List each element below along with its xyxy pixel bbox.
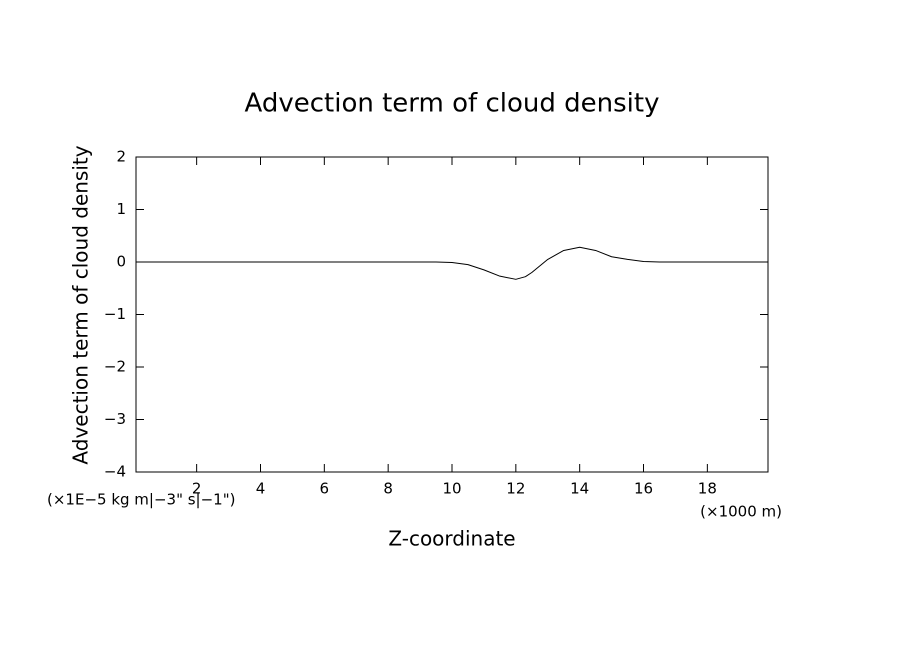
y-tick-label: −2 (104, 358, 126, 376)
y-tick-label: 0 (116, 253, 126, 271)
data-line (136, 246, 768, 280)
x-tick-label: 12 (506, 480, 525, 498)
y-tick-label: 1 (116, 200, 126, 218)
y-tick-label: −4 (104, 463, 126, 481)
x-axis-title: Z-coordinate (388, 527, 515, 551)
x-tick-label: 4 (256, 480, 266, 498)
y-unit: (×1E−5 kg m|−3" s|−1") (47, 491, 235, 509)
x-unit: (×1000 m) (700, 503, 782, 521)
plot-frame (135, 156, 769, 473)
x-tick-label: 14 (570, 480, 589, 498)
x-tick-label: 6 (320, 480, 330, 498)
x-tick-label: 16 (634, 480, 653, 498)
x-tick-label: 8 (383, 480, 393, 498)
x-tick-label: 18 (698, 480, 717, 498)
x-tick-label: 2 (192, 480, 202, 498)
y-tick-label: −1 (104, 305, 126, 323)
x-tick-label: 10 (442, 480, 461, 498)
y-tick-label: −3 (104, 410, 126, 428)
y-axis-title: Advection term of cloud density (69, 145, 93, 464)
y-tick-label: 2 (116, 148, 126, 166)
chart-title: Advection term of cloud density (245, 89, 660, 119)
